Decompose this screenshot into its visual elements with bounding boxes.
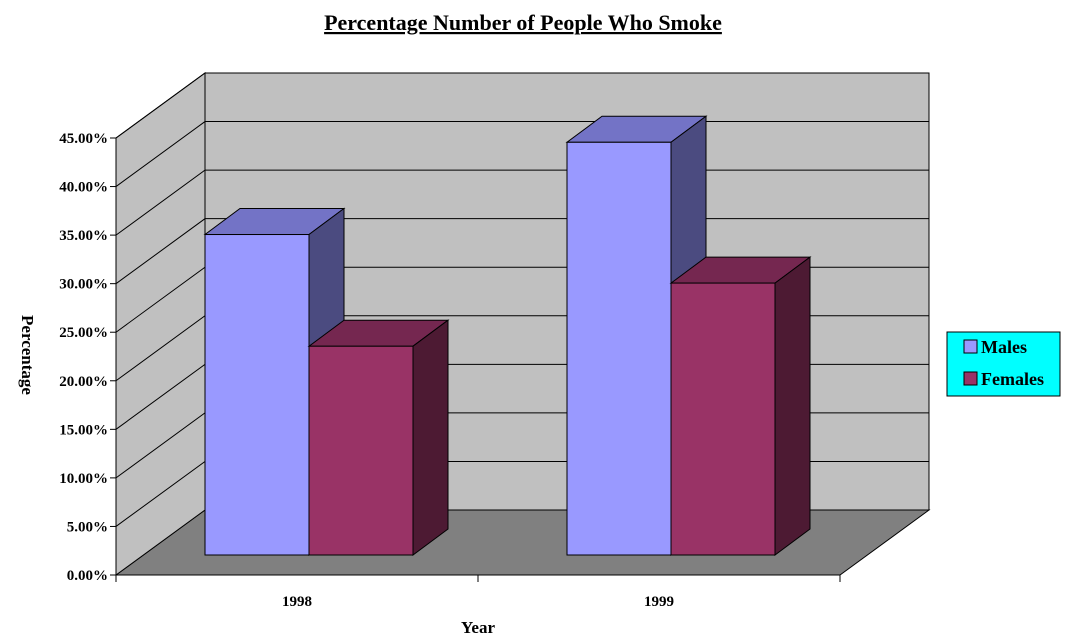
- y-tick-label: 5.00%: [67, 519, 108, 535]
- bar-males-1999: [565, 115, 708, 556]
- y-tick-label: 25.00%: [59, 325, 108, 341]
- chart-side-wall: [115, 72, 206, 576]
- legend-swatch-females: [963, 371, 978, 386]
- bar-side: [412, 319, 449, 556]
- chart-title: Percentage Number of People Who Smoke: [324, 10, 722, 35]
- y-tick-label: 30.00%: [59, 277, 108, 293]
- y-axis-ticks: 0.00% 5.00% 10.00% 15.00% 20.00% 25.00% 30.00%…: [59, 131, 117, 584]
- x-axis-ticks: 1998 1999: [115, 574, 841, 610]
- x-tick-label: 1999: [644, 594, 674, 610]
- gridline: [115, 72, 929, 139]
- bar-side: [774, 256, 811, 556]
- y-tick-label: 0.00%: [67, 568, 108, 584]
- y-tick-label: 45.00%: [59, 131, 108, 147]
- bar-front: [308, 345, 414, 556]
- x-axis-title: Year: [461, 618, 495, 637]
- y-axis-title: Percentage: [18, 315, 37, 395]
- bar-front: [204, 234, 310, 556]
- bar-front: [670, 282, 776, 556]
- bars: [203, 115, 812, 556]
- x-tick-label: 1998: [282, 594, 312, 610]
- legend-swatch-males: [963, 339, 978, 354]
- y-tick-label: 35.00%: [59, 228, 108, 244]
- legend-label-males: Males: [981, 337, 1027, 357]
- legend-label-females: Females: [981, 369, 1044, 389]
- bar-front: [566, 141, 672, 556]
- y-tick-label: 40.00%: [59, 180, 108, 196]
- legend: Males Females: [946, 331, 1061, 397]
- y-tick-label: 10.00%: [59, 471, 108, 487]
- y-tick-label: 15.00%: [59, 422, 108, 438]
- bar-females-1998: [307, 319, 450, 556]
- bar-females-1999: [669, 256, 812, 556]
- y-tick-label: 20.00%: [59, 374, 108, 390]
